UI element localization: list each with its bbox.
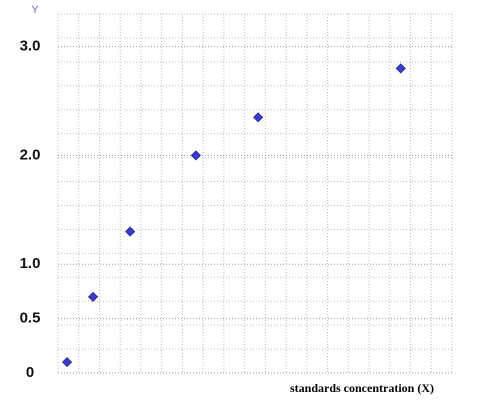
y-tick-label: 0 <box>26 364 34 381</box>
data-point <box>395 63 406 74</box>
background-grid <box>57 13 453 374</box>
y-tick-label: 1.0 <box>20 255 41 272</box>
data-point <box>253 112 264 123</box>
x-axis-title: standards concentration (X) <box>290 381 434 395</box>
y-tick-label: 2.0 <box>20 146 41 163</box>
data-point <box>190 150 201 161</box>
y-axis-title: Y <box>31 4 39 16</box>
y-tick-label: 0.5 <box>20 310 41 327</box>
data-point <box>61 357 73 368</box>
data-point <box>125 226 136 237</box>
data-point <box>88 291 99 302</box>
y-tick-label: 3.0 <box>20 38 41 55</box>
